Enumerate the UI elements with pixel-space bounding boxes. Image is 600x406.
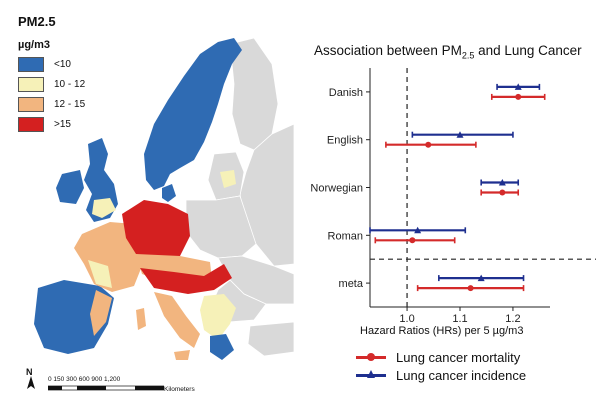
sicily-shape — [174, 350, 190, 360]
map-title: PM2.5 — [18, 14, 56, 29]
point-estimate-marker — [515, 93, 522, 100]
map-legend-item: <10 — [18, 56, 71, 73]
sardinia-shape — [136, 308, 146, 330]
map-legend-item: 12 - 15 — [18, 96, 85, 113]
north-label: N — [26, 367, 33, 377]
series-legend-label: Lung cancer mortality — [396, 349, 521, 365]
map-legend-swatch — [18, 57, 44, 72]
map-legend-label: >15 — [54, 119, 71, 130]
triangle-marker-icon — [367, 369, 375, 378]
x-axis-label: Hazard Ratios (HRs) per 5 µg/m3 — [360, 325, 524, 337]
denmark-shape — [162, 184, 176, 202]
point-estimate-marker — [414, 226, 422, 234]
map-unit: µg/m3 — [18, 39, 51, 51]
y-tick-label: Danish — [329, 87, 363, 99]
turkey-shape — [247, 321, 294, 357]
north-arrow-icon — [27, 376, 35, 389]
point-estimate-marker — [514, 83, 522, 90]
baltic-patch-shape — [220, 170, 236, 188]
iberia-east-coast-shape — [90, 290, 112, 336]
france-south-shape — [88, 260, 112, 288]
y-tick-label: meta — [339, 278, 364, 290]
pm25-map-panel: PM2.5 µg/m3 <10 10 - 12 12 - 15 >15 N 0 150… — [4, 4, 294, 402]
russia-baltic-shape — [239, 123, 294, 267]
y-tick-label: Roman — [328, 230, 363, 242]
chart-title-main: Association between PM — [314, 43, 462, 58]
point-estimate-marker — [425, 141, 432, 148]
series-legend-item: Lung cancer mortality — [356, 348, 520, 366]
series-legend-label: Lung cancer incidence — [396, 367, 527, 383]
forest-plot: 1.0 1.1 1.2 Danish English Norwegian Roman meta — [310, 68, 596, 325]
point-estimate-marker — [499, 189, 506, 196]
map-legend-label: 10 - 12 — [54, 79, 86, 90]
scandinavia-shape — [144, 38, 242, 190]
uk-south-shape — [92, 198, 116, 218]
scale-bar-ticks: 0 150 300 600 900 1,200 — [48, 376, 121, 383]
series-legend-item: Lung cancer incidence — [356, 366, 526, 384]
po-valley-shape — [140, 264, 232, 294]
scale-bar-unit: Kilometers — [164, 386, 195, 393]
benelux-germany-shape — [122, 200, 190, 260]
chart-title-subscript: 2.5 — [461, 50, 475, 61]
map-legend-swatch — [18, 77, 44, 92]
greece-shape — [210, 334, 234, 360]
chart-title-rest: and Lung Cancer — [474, 43, 582, 58]
point-estimate-marker — [409, 237, 416, 244]
balkans-shape — [200, 294, 236, 340]
forest-plot-panel: Association between PM2.5 and Lung Cance… — [300, 0, 600, 406]
europe-pm25-map — [34, 37, 294, 360]
circle-marker-icon — [367, 352, 375, 361]
italy-shape — [154, 292, 200, 348]
point-estimate-marker — [456, 131, 464, 138]
x-tick-label: 1.2 — [505, 313, 520, 325]
series-legend-line — [356, 352, 386, 361]
map-legend-item: 10 - 12 — [18, 76, 85, 93]
map-legend-swatch — [18, 97, 44, 112]
x-tick-label: 1.1 — [452, 313, 467, 325]
map-legend-label: 12 - 15 — [54, 99, 86, 110]
map-legend-label: <10 — [54, 59, 71, 70]
study-countries — [34, 38, 242, 360]
x-tick-label: 1.0 — [399, 313, 414, 325]
map-legend-swatch — [18, 117, 44, 132]
series-legend-line — [356, 369, 386, 378]
scale-bar — [48, 385, 164, 391]
point-estimate-marker — [498, 179, 506, 186]
ireland-shape — [56, 170, 84, 204]
point-estimate-marker — [477, 274, 485, 282]
map-legend-item: >15 — [18, 116, 71, 133]
point-estimate-marker — [467, 285, 474, 292]
chart-title: Association between PM2.5 and Lung Cance… — [314, 43, 598, 61]
y-tick-label: Norwegian — [310, 183, 363, 195]
y-tick-label: English — [327, 135, 363, 147]
